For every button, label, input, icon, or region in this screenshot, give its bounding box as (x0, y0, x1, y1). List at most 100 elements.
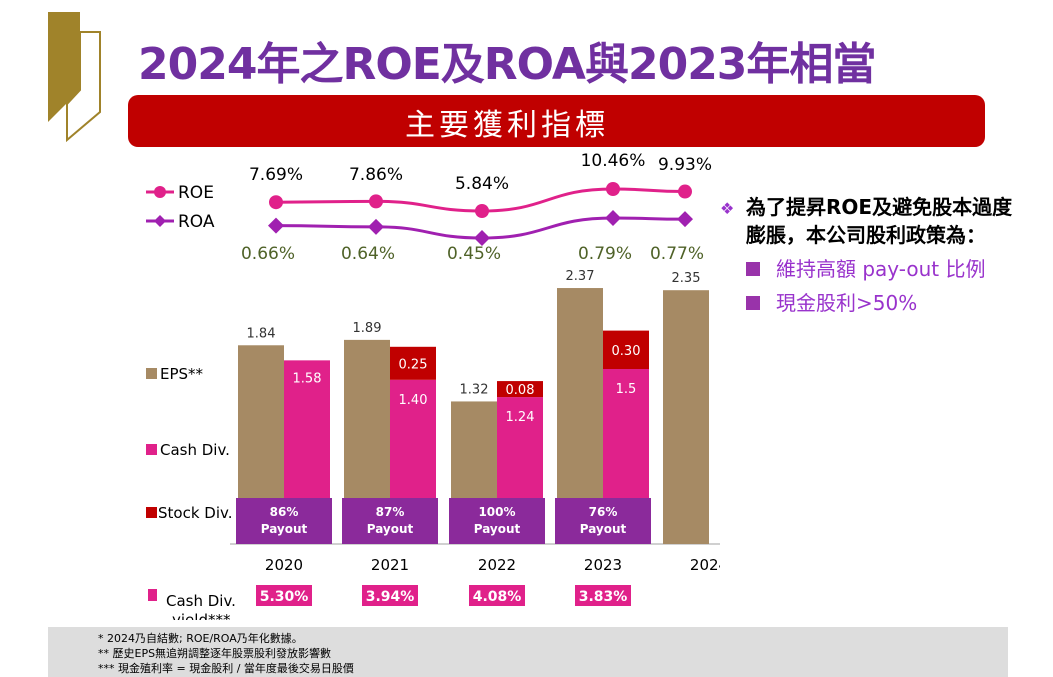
payout-label: Payout (474, 522, 521, 536)
legend-roe-label: ROE (178, 183, 214, 203)
line-series-group: 7.69% 7.86% 5.84% 10.46% 9.93% 0.66% 0.64% 0.45… (241, 151, 712, 264)
yield-value: 4.08% (473, 589, 522, 605)
policy-item: 維持高額 pay-out 比例 (746, 255, 1020, 283)
roa-value-label: 0.45% (447, 244, 501, 264)
logo-outline-shape (66, 31, 101, 142)
roa-value-label: 0.64% (341, 244, 395, 264)
payout-label: Payout (367, 522, 414, 536)
yield-box (256, 585, 312, 606)
roa-point (605, 210, 621, 226)
company-logo (48, 12, 101, 142)
payout-box (555, 498, 651, 544)
payout-percent: 86% (270, 505, 299, 519)
year-label: 2020 (265, 556, 303, 574)
roe-point (475, 204, 489, 218)
eps-value-label: 1.84 (247, 326, 276, 341)
yield-box (469, 585, 525, 606)
roe-value-label: 7.69% (249, 165, 303, 185)
legend-yield-swatch (148, 589, 157, 601)
legend-roa-label: ROA (178, 212, 215, 232)
line-legend: ROE ROA (146, 183, 215, 232)
legend-roe-marker (154, 186, 166, 198)
stock-div-value-label: 0.30 (612, 344, 641, 359)
payout-box (236, 498, 332, 544)
stock-div-value-label: 0.25 (399, 357, 428, 372)
yield-value: 3.83% (579, 589, 628, 605)
legend-eps-swatch (146, 368, 157, 379)
payout-box (449, 498, 545, 544)
dividend-policy: ❖ 為了提昇ROE及避免股本過度膨脹，本公司股利政策為： 維持高額 pay-ou… (720, 193, 1020, 317)
roe-point (606, 182, 620, 196)
legend-eps-label: EPS** (160, 365, 204, 383)
stock-div-bar (497, 381, 543, 398)
payout-percent: 76% (589, 505, 618, 519)
payout-label: Payout (261, 522, 308, 536)
bar-legend: EPS** Cash Div. Stock Div. (146, 365, 232, 522)
diamond-bullet-icon: ❖ (720, 199, 735, 218)
roa-value-label: 0.66% (241, 244, 295, 264)
year-label: 2022 (478, 556, 516, 574)
roe-value-label: 5.84% (455, 174, 509, 194)
financial-chart: ROE ROA 7.69% 7.86% 5.84% 10.46% 9.93% 0.66% 0… (146, 151, 720, 620)
roe-value-label: 7.86% (349, 165, 403, 185)
roa-point (368, 218, 384, 235)
logo-solid-shape (48, 12, 80, 122)
eps-value-label: 1.32 (460, 382, 489, 397)
roa-point (268, 217, 284, 234)
legend-stock-swatch (146, 507, 157, 518)
eps-value-label: 2.37 (566, 269, 595, 284)
policy-item-text: 現金股利>50% (776, 291, 918, 315)
legend-yield-label-line2: yield*** (172, 611, 231, 620)
page-title: 2024年之ROE及ROA與2023年相當 (138, 39, 876, 90)
footnote-1: * 2024乃自結數; ROE/ROA乃年化數據。 (98, 632, 303, 645)
section-banner (128, 95, 985, 147)
roa-value-label: 0.77% (650, 244, 704, 264)
bar-series-group: 1.84 1.58 86% Payout 2020 5.30% 1.89 0.25 1.40 87… (236, 269, 720, 606)
policy-item: 現金股利>50% (746, 289, 1020, 317)
cash-div-value-label: 1.5 (616, 382, 637, 397)
cash-div-value-label: 1.24 (506, 410, 535, 425)
square-bullet-icon (746, 296, 760, 310)
roe-point (269, 195, 283, 210)
policy-heading-text: 為了提昇ROE及避免股本過度膨脹，本公司股利政策為： (746, 195, 1013, 247)
footnotes: * 2024乃自結數; ROE/ROA乃年化數據。 ** 歷史EPS無追朔調整逐… (48, 627, 1008, 677)
yield-legend: Cash Div. yield*** (148, 589, 236, 620)
payout-percent: 100% (478, 505, 515, 519)
eps-value-label: 1.89 (353, 321, 382, 336)
roa-value-label: 0.79% (578, 244, 632, 264)
square-bullet-icon (746, 262, 760, 276)
stock-div-bar (390, 346, 436, 380)
year-label: 2024 (690, 556, 720, 574)
legend-cash-label: Cash Div. (160, 441, 230, 459)
legend-roa-marker (154, 215, 166, 227)
cash-div-value-label: 1.40 (399, 393, 428, 408)
policy-heading: ❖ 為了提昇ROE及避免股本過度膨脹，本公司股利政策為： (720, 193, 1020, 249)
legend-cash-swatch (146, 444, 157, 455)
payout-box (342, 498, 438, 544)
roa-point (474, 230, 490, 246)
roe-point (678, 184, 692, 199)
roe-value-label: 10.46% (581, 151, 646, 171)
policy-item-text: 維持高額 pay-out 比例 (776, 257, 986, 281)
yield-box (575, 585, 631, 606)
eps-bar (663, 290, 709, 544)
footnote-2: ** 歷史EPS無追朔調整逐年股票股利發放影響數 (98, 647, 332, 660)
yield-value: 3.94% (366, 589, 415, 605)
legend-stock-label: Stock Div. (158, 504, 232, 522)
roe-point (369, 194, 383, 209)
footnote-3: *** 現金殖利率 = 現金股利 / 當年度最後交易日股價 (98, 662, 354, 675)
section-banner-title: 主要獲利指標 (405, 108, 609, 143)
eps-value-label: 2.35 (672, 271, 701, 286)
roa-point (677, 211, 693, 228)
roe-value-label: 9.93% (658, 155, 712, 175)
year-label: 2023 (584, 556, 622, 574)
stock-div-bar (603, 330, 649, 369)
year-label: 2021 (371, 556, 409, 574)
yield-value: 5.30% (260, 589, 309, 605)
cash-div-value-label: 1.58 (293, 371, 322, 386)
legend-yield-label-line1: Cash Div. (166, 592, 236, 610)
payout-label: Payout (580, 522, 627, 536)
payout-percent: 87% (376, 505, 405, 519)
stock-div-value-label: 0.08 (506, 383, 535, 398)
yield-box (362, 585, 418, 606)
